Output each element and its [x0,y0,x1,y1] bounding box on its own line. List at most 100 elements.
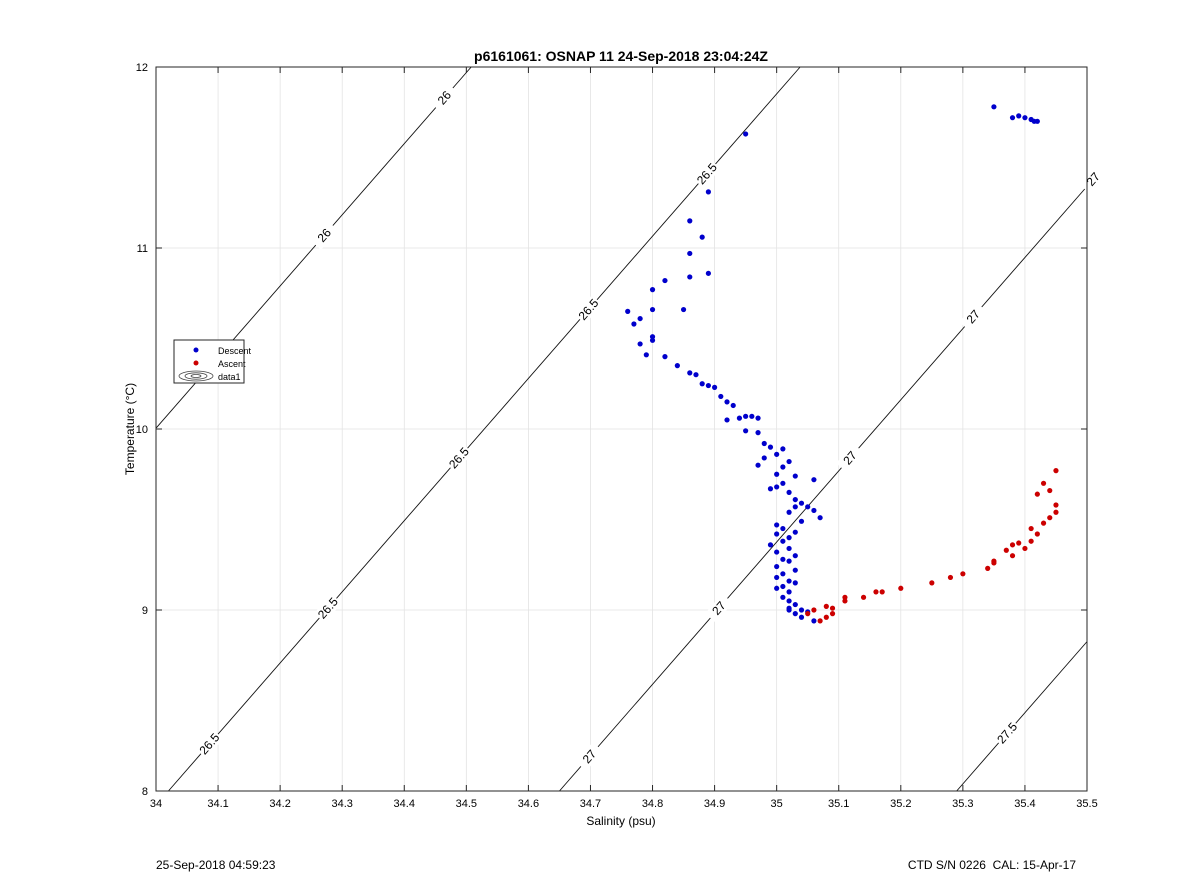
x-tick-label: 34.1 [207,798,228,810]
y-tick-label: 9 [142,605,148,617]
descent-point [637,341,643,347]
descent-point [767,444,774,450]
descent-point [755,415,761,421]
footer-timestamp: 25-Sep-2018 04:59:23 [156,858,276,872]
descent-point [780,525,786,532]
descent-point [649,337,656,343]
contour-line-27-5 [956,641,1088,792]
ascent-point [1040,480,1047,486]
descent-point [798,518,805,524]
descent-point [792,601,798,608]
contour-label-bg [445,443,473,473]
descent-point [774,563,780,570]
contour-label-bg [314,593,342,623]
descent-point [743,413,749,419]
contour-label-bg [575,742,604,772]
ascent-point [1053,502,1059,508]
contour-line-26-5 [168,66,801,792]
chart-title: p6161061: OSNAP 11 24-Sep-2018 23:04:24Z [474,48,768,64]
contour-label-bg [693,159,721,189]
descent-point [631,321,637,327]
contour-label-bg [430,83,459,113]
contour-label-bg [993,718,1022,748]
descent-point [687,250,693,257]
descent-point [811,507,817,514]
ascent-point [1047,487,1053,494]
descent-point [705,189,711,195]
descent-point [767,486,774,492]
ascent-point [811,607,817,613]
x-tick-label: 35.5 [1076,798,1097,810]
descent-point [662,354,668,360]
descent-point [693,372,699,378]
ascent-point [947,574,954,581]
descent-point [786,489,792,495]
descent-point [774,484,780,490]
descent-point [792,496,798,503]
legend-contour-icon [178,370,214,382]
ascent-point [929,580,935,586]
contour-line-27 [559,186,1088,792]
ascent-point [860,594,867,600]
descent-point [1031,118,1037,124]
descent-point [705,382,711,389]
descent-point [786,509,792,515]
descent-point [774,574,780,581]
ascent-point [817,618,823,624]
descent-point [743,428,749,434]
descent-point [792,553,798,559]
ascent-point [1040,520,1047,526]
ascent-point [1028,538,1034,544]
ascent-point [823,614,829,620]
descent-point [780,538,786,544]
x-tick-label: 34.3 [331,798,352,810]
ascent-point [805,611,811,617]
x-tick-label: 35.3 [952,798,973,810]
y-tick-label: 11 [137,243,148,255]
descent-point [649,334,656,340]
descent-point [705,270,711,276]
descent-point [792,529,798,535]
descent-point [1022,115,1028,121]
descent-point [811,618,817,624]
descent-point [780,571,786,577]
y-axis-label: Temperature (°C) [123,383,137,475]
descent-point [780,480,786,486]
x-axis-ticks: 34 34.1 34.2 34.3 34.4 34.5 34.6 34.7 34.8 34.9 35… [150,67,1098,810]
descent-point [1016,113,1022,119]
descent-point [718,393,724,400]
contour-label-bg [195,729,224,759]
ascent-point [823,603,829,609]
x-tick-label: 34.8 [642,798,663,810]
x-tick-label: 35.2 [890,798,911,810]
descent-point [786,535,792,541]
ascent-point [1034,491,1040,497]
ascent-point [879,589,885,595]
legend-descent-label: Descent [218,346,252,356]
descent-point [774,549,780,555]
contour-label-bg [1079,164,1108,194]
descent-point [786,545,792,552]
descent-point [699,234,705,240]
descent-point [792,611,798,617]
descent-point [743,131,749,137]
descent-point [637,315,643,322]
ascent-point [842,594,848,600]
descent-point [687,274,693,280]
descent-point [724,417,730,423]
descent-point [662,277,668,284]
descent-point [761,440,767,447]
ascent-point [1009,542,1016,548]
x-tick-label: 34 [150,798,162,810]
descent-point [674,363,680,369]
x-tick-label: 35 [771,798,783,810]
footer-ctd-info: CTD S/N 0226 CAL: 15-Apr-17 [907,858,1076,872]
descent-point [680,306,687,313]
descent-point [1009,115,1016,121]
descent-point [780,556,786,562]
descent-point [649,287,656,293]
x-tick-label: 34.4 [394,798,415,810]
descent-point [792,504,798,510]
descent-point [724,399,730,405]
